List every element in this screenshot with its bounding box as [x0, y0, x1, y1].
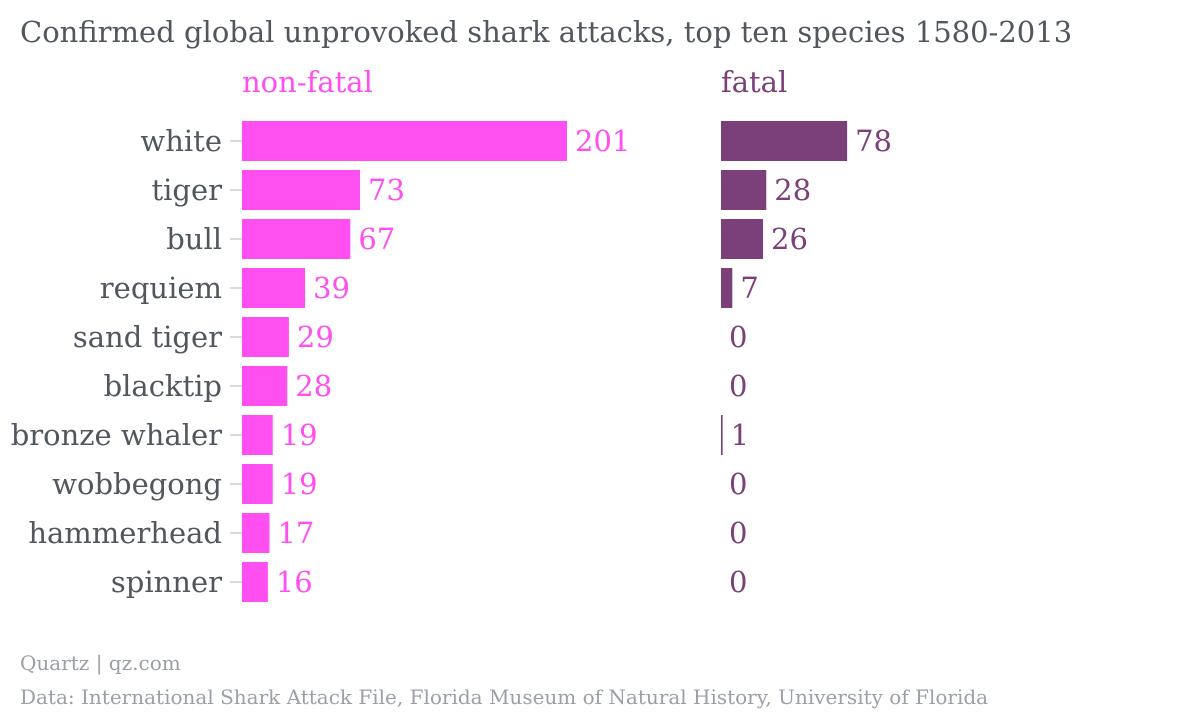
- data-label: 17: [277, 516, 314, 550]
- category-label: blacktip: [104, 369, 222, 403]
- panel-title-fatal: fatal: [721, 65, 787, 99]
- category-label: bull: [166, 222, 222, 256]
- data-label: 67: [358, 222, 395, 256]
- data-label: 0: [729, 320, 747, 354]
- panel-title-non-fatal: non-fatal: [242, 65, 373, 99]
- bar: [242, 170, 361, 210]
- bar: [242, 317, 289, 357]
- category-label: sand tiger: [73, 320, 222, 354]
- category-label: tiger: [151, 173, 222, 207]
- data-label: 78: [855, 124, 892, 158]
- bar: [721, 415, 723, 455]
- bar: [721, 219, 764, 259]
- data-label: 28: [295, 369, 332, 403]
- category-label: spinner: [111, 565, 222, 599]
- data-label: 16: [276, 565, 313, 599]
- category-label: hammerhead: [28, 516, 222, 550]
- bar: [242, 513, 270, 553]
- bar: [242, 219, 351, 259]
- data-label: 1: [731, 418, 749, 452]
- bar: [242, 366, 288, 406]
- data-label: 26: [771, 222, 808, 256]
- bar: [242, 415, 273, 455]
- data-label: 7: [740, 271, 758, 305]
- bar: [242, 268, 306, 308]
- source-credit: Quartz | qz.com: [20, 651, 181, 676]
- bar: [721, 170, 767, 210]
- data-label: 19: [281, 467, 318, 501]
- chart-panels: white tiger bull requiem sand tiger blacktip b…: [11, 65, 892, 602]
- bar: [242, 121, 567, 161]
- data-label: 0: [729, 467, 747, 501]
- category-label: wobbegong: [52, 467, 222, 501]
- data-label: 28: [774, 173, 811, 207]
- data-label: 39: [313, 271, 350, 305]
- data-label: 201: [575, 124, 630, 158]
- data-label: 0: [729, 369, 747, 403]
- chart-title: Confirmed global unprovoked shark attack…: [20, 15, 1072, 49]
- category-label: requiem: [100, 271, 222, 305]
- bar: [721, 121, 848, 161]
- data-label: 0: [729, 516, 747, 550]
- data-label: 0: [729, 565, 747, 599]
- data-label: 19: [281, 418, 318, 452]
- data-label: 73: [368, 173, 405, 207]
- bar: [242, 464, 273, 504]
- category-label: white: [140, 124, 222, 158]
- source-data: Data: International Shark Attack File, F…: [20, 685, 988, 709]
- data-label: 29: [297, 320, 334, 354]
- bar: [721, 268, 733, 308]
- category-label: bronze whaler: [11, 418, 222, 452]
- bar: [242, 562, 268, 602]
